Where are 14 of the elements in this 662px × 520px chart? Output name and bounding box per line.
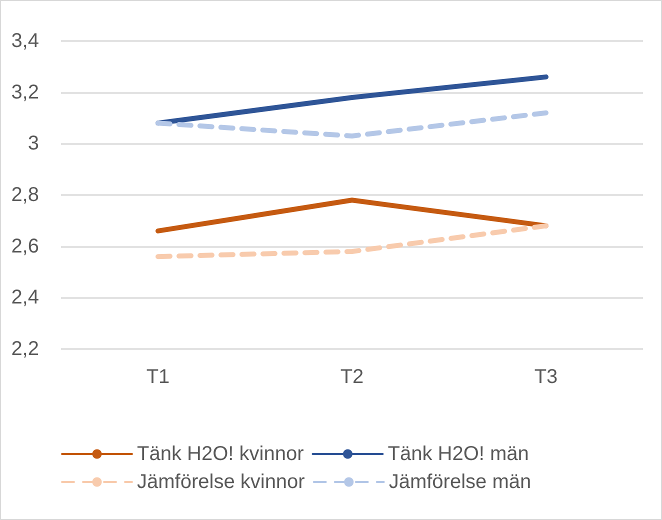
y-tick-label: 2,4 (11, 286, 39, 309)
x-tick-label: T3 (534, 366, 558, 388)
legend-label: Tänk H2O! män (388, 443, 529, 465)
y-tick-label: 2,2 (11, 338, 39, 360)
y-tick-label: 3 (28, 132, 39, 155)
legend-label: Jämförelse män (388, 471, 532, 493)
x-tick-label: T2 (340, 366, 364, 388)
y-tick-label: 3,2 (11, 81, 39, 104)
y-tick-label: 3,4 (11, 30, 39, 52)
y-tick-label: 2,8 (11, 184, 39, 206)
x-tick-label: T1 (146, 366, 170, 388)
legend-label: Jämförelse kvinnor (137, 471, 306, 493)
legend-label: Tänk H2O! kvinnor (137, 443, 304, 465)
y-tick-label: 2,6 (11, 235, 39, 258)
